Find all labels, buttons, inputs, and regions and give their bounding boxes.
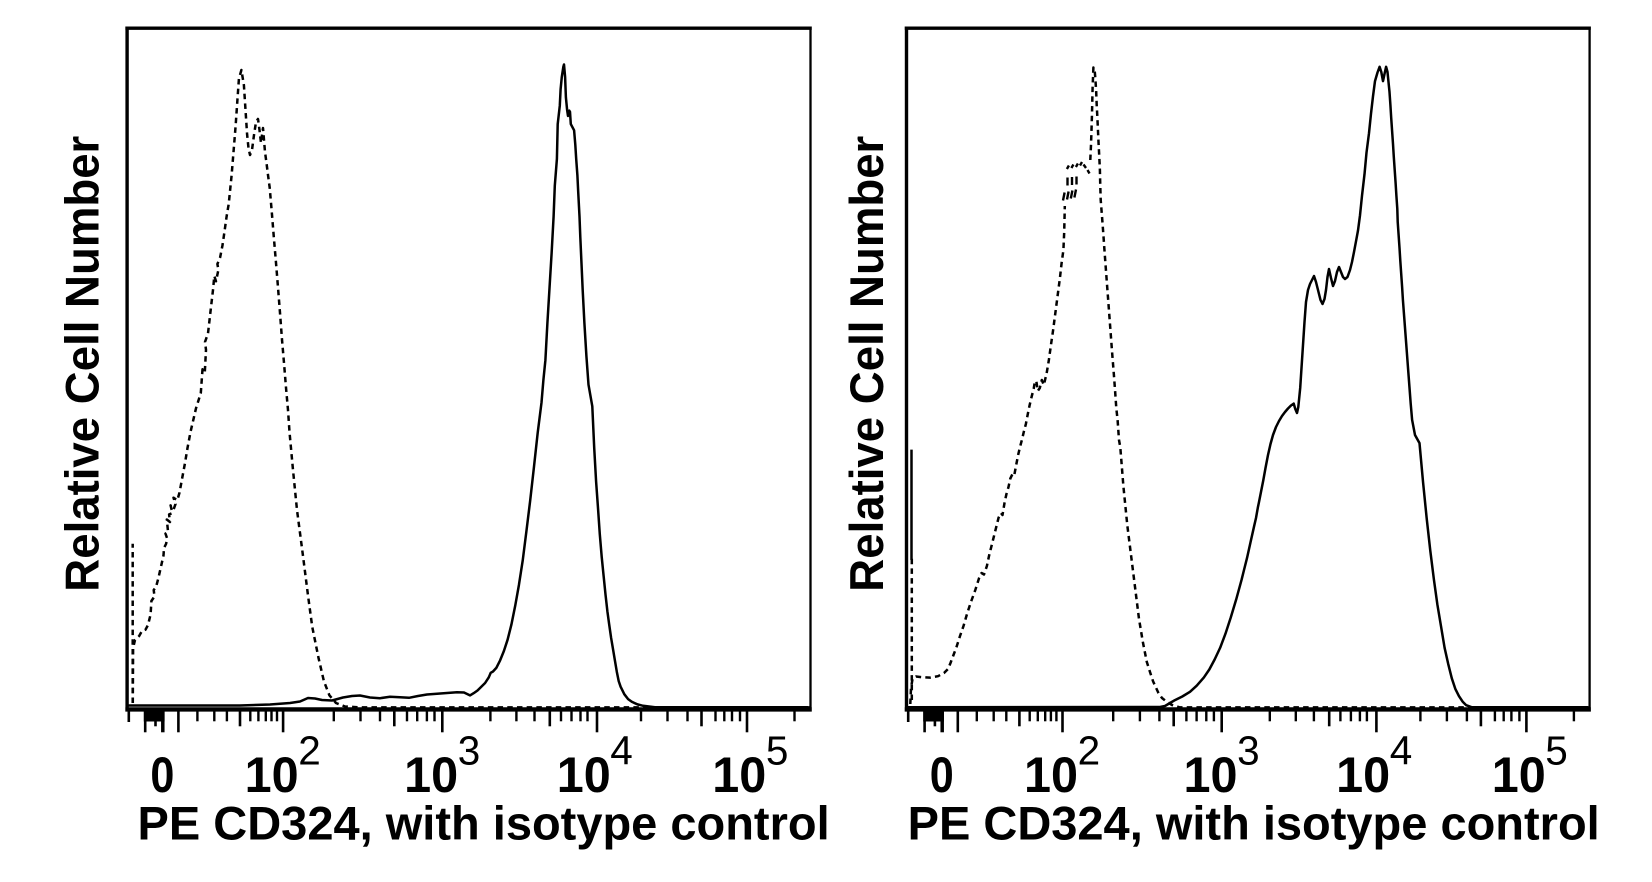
svg-text:10: 10 [1492,746,1546,803]
svg-text:10: 10 [404,746,458,803]
svg-text:10: 10 [1024,746,1078,803]
svg-text:PE CD324, with isotype control: PE CD324, with isotype control [138,797,830,850]
svg-text:10: 10 [245,746,299,803]
svg-text:10: 10 [1336,746,1390,803]
svg-text:10: 10 [1184,746,1238,803]
svg-text:4: 4 [610,728,633,774]
svg-text:5: 5 [766,728,789,774]
svg-text:0: 0 [150,746,174,803]
svg-text:10: 10 [712,746,766,803]
svg-text:0: 0 [930,746,954,803]
svg-text:4: 4 [1390,728,1413,774]
svg-text:10: 10 [557,746,611,803]
svg-text:2: 2 [1078,728,1101,774]
svg-text:3: 3 [1237,728,1260,774]
svg-text:2: 2 [298,728,321,774]
svg-text:Relative Cell Number: Relative Cell Number [56,136,109,592]
svg-text:3: 3 [458,728,481,774]
svg-text:5: 5 [1545,728,1568,774]
svg-text:Relative Cell Number: Relative Cell Number [840,136,893,592]
svg-text:PE CD324, with isotype control: PE CD324, with isotype control [908,797,1600,850]
